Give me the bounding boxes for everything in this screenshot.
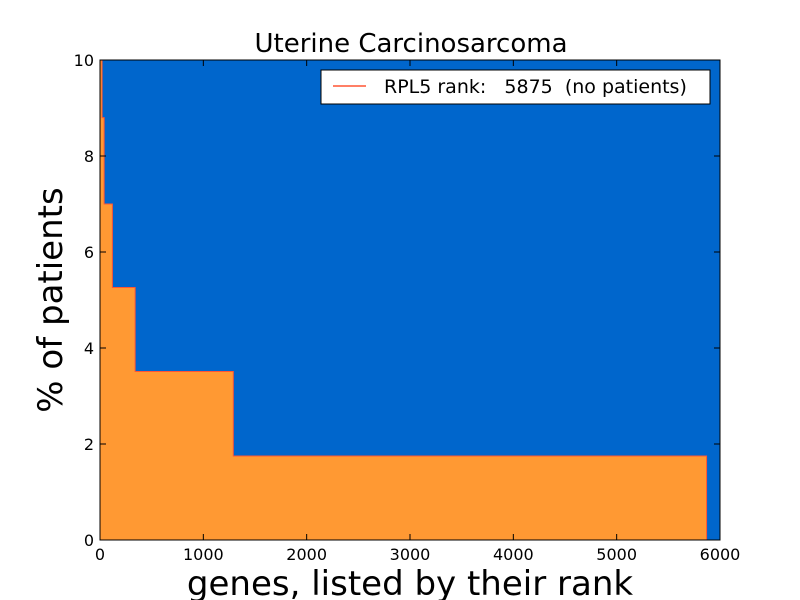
- y-axis-ticks: 0 2 4 6 8 10: [74, 51, 720, 550]
- x-tick-label: 0: [95, 545, 105, 564]
- y-tick-label: 4: [84, 339, 94, 358]
- y-tick-label: 10: [74, 51, 94, 70]
- x-tick-label: 2000: [286, 545, 327, 564]
- plot-area: [99, 59, 721, 541]
- chart-title: Uterine Carcinosarcoma: [254, 29, 567, 59]
- area-fill: [99, 59, 708, 541]
- x-axis-label: genes, listed by their rank: [187, 564, 633, 600]
- y-axis-label: % of patients: [31, 187, 71, 412]
- y-tick-label: 8: [84, 147, 94, 166]
- y-tick-label: 6: [84, 243, 94, 262]
- x-tick-label: 5000: [596, 545, 637, 564]
- x-tick-label: 6000: [700, 545, 741, 564]
- x-tick-label: 3000: [390, 545, 431, 564]
- legend: RPL5 rank: 5875 (no patients): [320, 69, 711, 105]
- legend-label: RPL5 rank: 5875 (no patients): [384, 76, 687, 98]
- y-tick-label: 0: [84, 531, 94, 550]
- legend-box: [320, 69, 711, 105]
- x-tick-label: 1000: [183, 545, 224, 564]
- x-axis-ticks: 0 1000 2000 3000 4000 5000 6000: [95, 60, 740, 564]
- x-tick-label: 4000: [493, 545, 534, 564]
- y-tick-label: 2: [84, 435, 94, 454]
